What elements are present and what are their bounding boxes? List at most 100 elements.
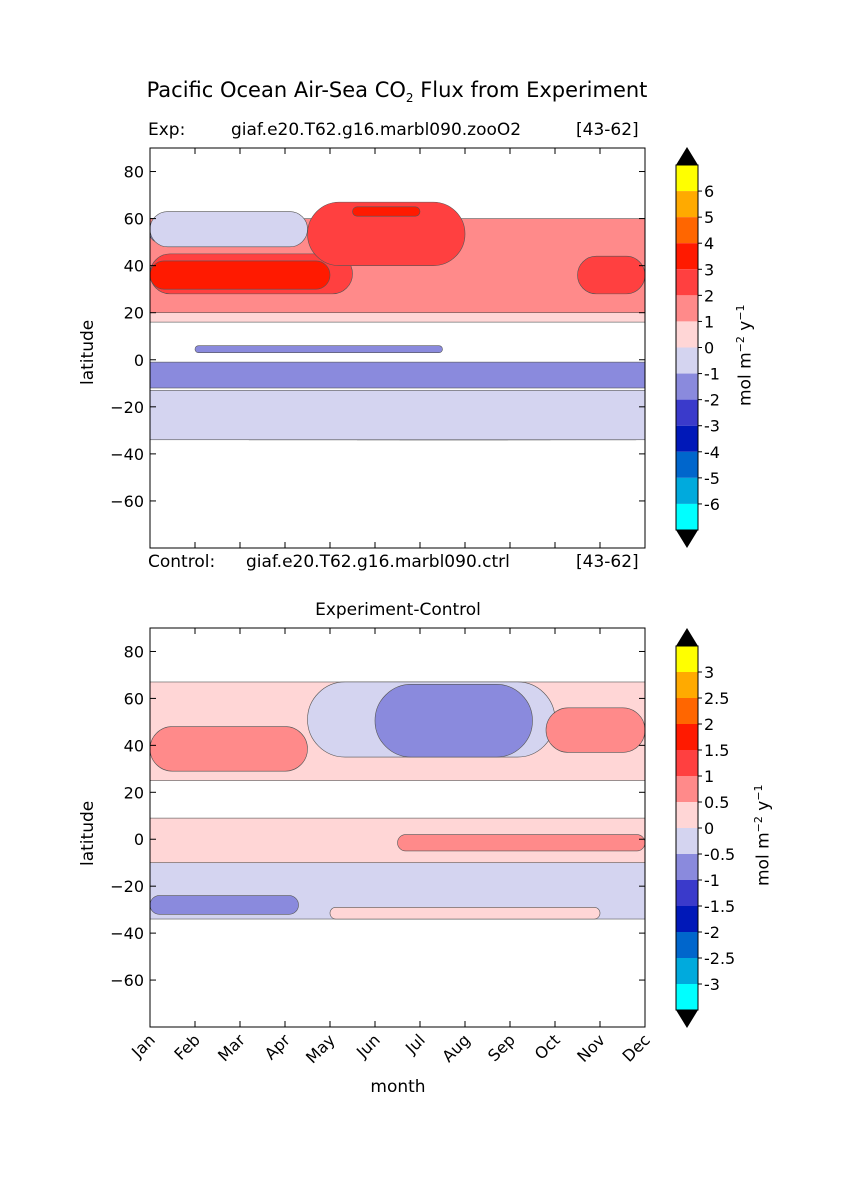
diff-colorbar-tick-label: -2 xyxy=(704,923,720,942)
diff-ytick-label: 60 xyxy=(124,689,144,708)
diff-colorbar-segment xyxy=(676,906,698,932)
diff-xtick-label-jun: Jun xyxy=(352,1030,384,1062)
exp-label: Exp: xyxy=(148,120,186,140)
diff-xtick-label-dec: Dec xyxy=(618,1030,653,1065)
exp-contour-band-4 xyxy=(150,361,645,389)
diff-contour-band-8 xyxy=(150,726,308,772)
exp-colorbar: 6 5 4 3 2 1 0 -1 -2 -3 -4 -5 -6 xyxy=(675,147,720,548)
exp-ytick-label: 0 xyxy=(134,351,144,370)
diff-colorbar: 3 2.5 2 1.5 1 0.5 0 -0.5 -1 -1.5 -2 -2.5 -3 xyxy=(675,628,735,1028)
exp-colorbar-tick-label: -1 xyxy=(704,365,720,384)
exp-colorbar-tick-label: 0 xyxy=(704,339,714,358)
exp-colorbar-max-extend xyxy=(676,147,698,165)
diff-ytick-label: 20 xyxy=(124,783,144,802)
diff-xtick-label-jul: Jul xyxy=(401,1030,429,1058)
exp-ytick-label: −60 xyxy=(110,492,144,511)
exp-colorbar-tick-label: -3 xyxy=(704,417,720,436)
diff-xtick-label-feb: Feb xyxy=(170,1030,203,1063)
diff-xtick-label-aug: Aug xyxy=(438,1030,474,1066)
exp-contour-band-13 xyxy=(307,201,466,266)
diff-xtick-label-apr: Apr xyxy=(261,1030,294,1063)
diff-colorbar-tick-label: 3 xyxy=(704,663,714,682)
diff-xtick-label-sep: Sep xyxy=(484,1030,519,1065)
exp-colorbar-segment xyxy=(676,503,698,530)
diff-colorbar-tick-label: 2.5 xyxy=(704,689,729,708)
diff-colorbar-segment xyxy=(676,750,698,776)
exp-colorbar-tick-label: 4 xyxy=(704,234,714,253)
diff-colorbar-segment xyxy=(676,724,698,750)
diff-contour-band-2 xyxy=(329,906,601,920)
exp-ytick-label: −20 xyxy=(110,398,144,417)
exp-colorbar-min-extend xyxy=(676,530,698,548)
diff-colorbar-tick-label: 2 xyxy=(704,715,714,734)
exp-ytick-label: 20 xyxy=(124,304,144,323)
diff-colorbar-segment xyxy=(676,672,698,698)
exp-colorbar-tick-label: 2 xyxy=(704,286,714,305)
diff-xtick-label-oct: Oct xyxy=(531,1030,564,1063)
exp-colorbar-tick-label: 6 xyxy=(704,182,714,201)
exp-contour-band-10 xyxy=(150,260,331,290)
exp-field xyxy=(150,201,645,441)
diff-contour-band-7 xyxy=(374,684,533,758)
exp-colorbar-segment xyxy=(676,295,698,322)
exp-contour-band-3 xyxy=(150,390,645,441)
diff-xtick-label-mar: Mar xyxy=(214,1030,249,1065)
diff-colorbar-tick-label: 1.5 xyxy=(704,741,729,760)
diff-colorbar-segment xyxy=(676,646,698,672)
diff-colorbar-segment xyxy=(676,776,698,802)
exp-colorbar-segment xyxy=(676,477,698,504)
diff-colorbar-segment xyxy=(676,984,698,1010)
exp-colorbar-tick-label: 3 xyxy=(704,260,714,279)
exp-colorbar-segment xyxy=(676,217,698,244)
exp-colorbar-segment xyxy=(676,347,698,374)
diff-colorbar-segment xyxy=(676,932,698,958)
diff-colorbar-segment xyxy=(676,802,698,828)
diff-xtick-label-nov: Nov xyxy=(573,1030,609,1066)
diff-contour-band-4 xyxy=(397,834,645,852)
figure-title: Pacific Ocean Air-Sea CO2 Flux from Expe… xyxy=(146,78,648,106)
diff-ytick-label: −20 xyxy=(110,877,144,896)
diff-axes-frame xyxy=(149,627,646,1028)
diff-xtick-label-jan: Jan xyxy=(127,1030,159,1062)
diff-colorbar-tick-label: 0.5 xyxy=(704,793,729,812)
exp-ytick-label: 60 xyxy=(124,210,144,229)
diff-colorbar-tick-label: 0 xyxy=(704,819,714,838)
exp-plot: 80 60 40 20 0 −20 −40 −60 6 5 4 3 2 1 0 -1 -2 -3 -4 -5 -6 xyxy=(110,147,720,549)
exp-colorbar-tick-label: -6 xyxy=(704,495,720,514)
exp-ytick-label: −40 xyxy=(110,445,144,464)
diff-colorbar-segment xyxy=(676,854,698,880)
exp-colorbar-segment xyxy=(676,269,698,296)
exp-ytick-label: 40 xyxy=(124,257,144,276)
exp-colorbar-segment xyxy=(676,165,698,192)
diff-ytick-label: 0 xyxy=(134,830,144,849)
diff-colorbar-tick-label: -3 xyxy=(704,975,720,994)
exp-colorbar-segment xyxy=(676,243,698,270)
diff-colorbar-tick-label: -0.5 xyxy=(704,845,735,864)
diff-contour-band-1 xyxy=(150,895,299,915)
exp-colorbar-tick-label: -4 xyxy=(704,443,720,462)
exp-colorbar-segment xyxy=(676,451,698,478)
control-label: Control: xyxy=(148,552,216,572)
diff-xtick-label-may: May xyxy=(302,1030,339,1067)
exp-contour-band-14 xyxy=(352,206,421,217)
exp-colorbar-tick-label: 5 xyxy=(704,208,714,227)
diff-ytick-label: −40 xyxy=(110,924,144,943)
diff-colorbar-segment xyxy=(676,828,698,854)
exp-colorbar-tick-label: -5 xyxy=(704,469,720,488)
diff-colorbar-min-extend xyxy=(676,1010,698,1028)
diff-colorbar-tick-label: -2.5 xyxy=(704,949,735,968)
control-years: [43-62] xyxy=(576,552,639,572)
diff-colorbar-tick-label: 1 xyxy=(704,767,714,786)
exp-years: [43-62] xyxy=(576,120,639,140)
diff-colorbar-segment xyxy=(676,958,698,984)
exp-colorbar-segment xyxy=(676,321,698,348)
exp-ytick-label: 80 xyxy=(124,163,144,182)
exp-colorbar-segment xyxy=(676,425,698,452)
exp-colorbar-segment xyxy=(676,373,698,400)
diff-colorbar-max-extend xyxy=(676,628,698,646)
exp-colorbar-segment xyxy=(676,191,698,218)
diff-ytick-label: −60 xyxy=(110,971,144,990)
diff-ytick-label: 80 xyxy=(124,642,144,661)
exp-axes-frame xyxy=(149,147,646,549)
